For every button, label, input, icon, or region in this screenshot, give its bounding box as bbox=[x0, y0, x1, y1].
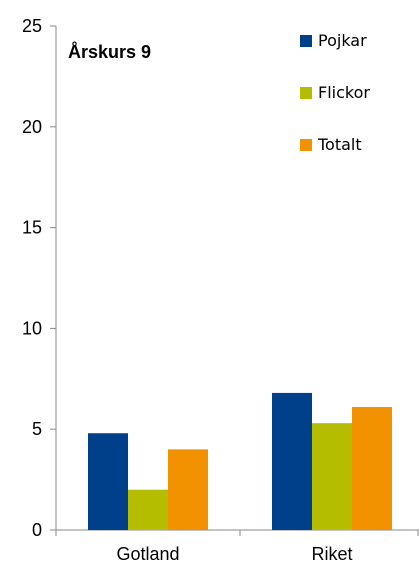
y-tick-label: 0 bbox=[32, 520, 42, 540]
legend-swatch-flickor bbox=[300, 87, 312, 99]
chart-title: Årskurs 9 bbox=[68, 42, 151, 62]
y-tick-label: 5 bbox=[32, 419, 42, 439]
x-category-label: Gotland bbox=[116, 544, 179, 564]
y-tick-label: 15 bbox=[22, 218, 42, 238]
x-category-label: Riket bbox=[311, 544, 352, 564]
bar-totalt-riket bbox=[352, 407, 392, 530]
legend-swatch-pojkar bbox=[300, 35, 312, 47]
bar-totalt-gotland bbox=[168, 449, 208, 530]
bar-pojkar-riket bbox=[272, 392, 312, 530]
bar-flickor-riket bbox=[312, 423, 352, 530]
legend-label-pojkar: Pojkar bbox=[318, 31, 367, 50]
bar-pojkar-gotland bbox=[88, 433, 128, 530]
bar-flickor-gotland bbox=[128, 489, 168, 530]
y-tick-label: 25 bbox=[22, 16, 42, 36]
legend-swatch-totalt bbox=[300, 139, 312, 151]
y-tick-label: 10 bbox=[22, 318, 42, 338]
y-tick-label: 20 bbox=[22, 117, 42, 137]
legend-label-flickor: Flickor bbox=[318, 83, 370, 102]
legend-label-totalt: Totalt bbox=[317, 135, 362, 154]
